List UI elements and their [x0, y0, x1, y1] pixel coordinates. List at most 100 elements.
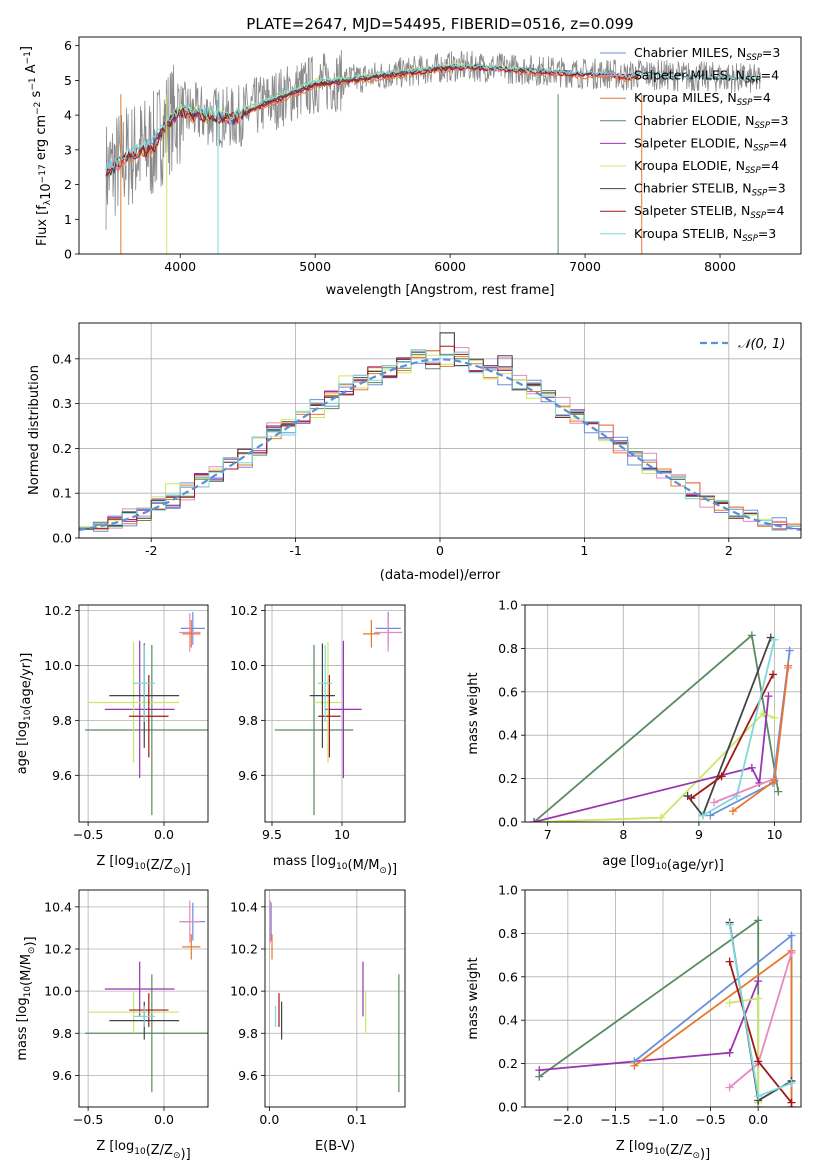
- y-tick-label: 0.4: [498, 1013, 518, 1028]
- weight-marker: [530, 818, 539, 822]
- axes-frame: [264, 604, 406, 823]
- x-axis-label: mass [log10(M/M⊙)]: [273, 854, 397, 877]
- x-tick-label: 0: [436, 543, 444, 558]
- legend-entry: Kroupa MILES, NSSP=4: [634, 90, 771, 108]
- x-tick-label: −1.0: [648, 1112, 678, 1127]
- y-tick-label: 10.2: [230, 603, 258, 618]
- y-tick-label: 0.2: [498, 1056, 518, 1071]
- weight-marker: [754, 1057, 763, 1066]
- y-tick-label: 9.8: [52, 1026, 72, 1041]
- weight-marker: [725, 957, 734, 966]
- x-axis-label: age [log10(age/yr)]: [602, 854, 724, 873]
- plot-area: [535, 916, 796, 1107]
- legend-entry: Chabrier ELODIE, NSSP=3: [634, 113, 789, 131]
- mass-vs-extinction-panel: 0.0 0.1 9.6 9.8 10.0 10.2 10.4 E(B-V): [230, 889, 406, 1154]
- weight-marker: [787, 1079, 796, 1088]
- y-tick-label: 10.0: [230, 984, 258, 999]
- legend-subscript: SSP: [746, 53, 762, 63]
- legend-series-name: Salpeter MILES, N: [634, 68, 745, 83]
- x-tick-label: 10: [334, 827, 350, 842]
- residual-histogram: [79, 349, 801, 531]
- label-fragment: 10: [23, 986, 33, 998]
- y-tick-label: 10.0: [230, 658, 258, 673]
- label-fragment: )]: [387, 862, 397, 877]
- x-tick-label: 7: [544, 827, 552, 842]
- model-spectrum-line: [105, 66, 640, 177]
- x-tick-label: 4000: [164, 259, 196, 274]
- y-tick-label: 10.0: [44, 658, 72, 673]
- y-axis-label: Normed distribution: [27, 365, 42, 495]
- legend-subscript: SSP: [750, 211, 766, 221]
- legend-series-name: Salpeter ELODIE, N: [634, 135, 753, 150]
- weight-marker: [770, 776, 779, 785]
- residuals-panel: -2 -1 0 1 2 0.0 0.1 0.2 0.3 0.4 𝒩(0, 1) (data-model…: [27, 322, 802, 583]
- weight-marker: [630, 1061, 639, 1070]
- legend-nssp: =4: [752, 90, 770, 105]
- label-fragment: −17: [38, 164, 48, 183]
- label-fragment: 10: [654, 1147, 666, 1157]
- y-axis-label: mass weight: [466, 672, 481, 754]
- weight-marker: [725, 998, 734, 1007]
- weight-line: [534, 712, 775, 822]
- weight-marker: [784, 661, 793, 670]
- x-tick-label: 0.0: [154, 827, 174, 842]
- plot-area: [269, 900, 400, 1093]
- x-tick-label: 0.0: [748, 1112, 768, 1127]
- y-tick-label: 0.2: [52, 441, 72, 456]
- y-tick-label: 10.4: [230, 899, 258, 914]
- model-spectrum-line: [105, 62, 761, 173]
- label-fragment: (age/yr)]: [19, 653, 34, 710]
- x-tick-label: 5000: [299, 259, 331, 274]
- axes-frame: [78, 322, 802, 539]
- y-tick-label: 0.6: [498, 969, 518, 984]
- x-axis-label: Z [log10(Z/Z⊙)]: [96, 1139, 190, 1162]
- weight-marker: [770, 713, 779, 722]
- weight-marker: [787, 931, 796, 940]
- plot-area: [79, 332, 801, 532]
- legend-subscript: SSP: [753, 143, 769, 153]
- label-fragment: ⊙: [692, 1151, 700, 1161]
- legend-subscript: SSP: [745, 166, 761, 176]
- x-axis-label: Z [log10(Z/Z⊙)]: [96, 854, 190, 877]
- label-fragment: )]: [181, 1147, 191, 1162]
- legend-subscript: SSP: [752, 189, 768, 199]
- weight-marker: [706, 811, 715, 820]
- label-fragment: −2: [33, 102, 43, 115]
- label-fragment: erg cm: [34, 115, 49, 164]
- x-axis-label: E(B-V): [315, 1139, 355, 1154]
- legend-entry: Salpeter MILES, NSSP=4: [634, 68, 779, 86]
- y-tick-label: 9.8: [238, 713, 258, 728]
- legend-series-name: Salpeter STELIB, N: [634, 203, 750, 218]
- y-tick-label: 3: [64, 142, 72, 157]
- weight-marker: [710, 798, 719, 807]
- label-fragment: ⊙: [173, 866, 181, 876]
- y-tick-label: 5: [64, 73, 72, 88]
- label-fragment: 10: [39, 183, 54, 200]
- age-vs-metallicity-panel: −0.5 0.09.69.810.010.2Z [log10(Z/Z⊙)]age …: [15, 603, 209, 877]
- label-fragment: (M/M: [348, 858, 380, 873]
- weight-marker: [687, 794, 696, 803]
- y-axis-label: mass [log10(M/M⊙)]: [15, 936, 38, 1060]
- weight-marker: [657, 813, 666, 822]
- y-tick-label: 6: [64, 38, 72, 53]
- y-tick-label: 0.1: [52, 486, 72, 501]
- axes-frame: [78, 604, 209, 823]
- axes-frame: [78, 889, 209, 1108]
- label-fragment: 10: [134, 862, 146, 872]
- x-axis-label: Z [log10(Z/Z⊙)]: [616, 1139, 710, 1162]
- label-fragment: A: [24, 64, 39, 77]
- legend-nssp: =4: [766, 203, 784, 218]
- weight-marker: [785, 646, 794, 655]
- axes-frame: [264, 889, 406, 1108]
- legend-series-name: Kroupa ELODIE, N: [634, 158, 745, 173]
- x-tick-label: 9: [695, 827, 703, 842]
- weight-marker: [717, 772, 726, 781]
- y-tick-label: 10.0: [44, 984, 72, 999]
- weight-marker: [747, 763, 756, 772]
- weight-marker: [535, 1066, 544, 1075]
- weight-line: [533, 696, 770, 822]
- label-fragment: s: [29, 90, 44, 101]
- weight-marker: [764, 692, 773, 701]
- legend-entry: Kroupa STELIB, NSSP=3: [634, 226, 776, 244]
- weight-marker: [754, 994, 763, 1003]
